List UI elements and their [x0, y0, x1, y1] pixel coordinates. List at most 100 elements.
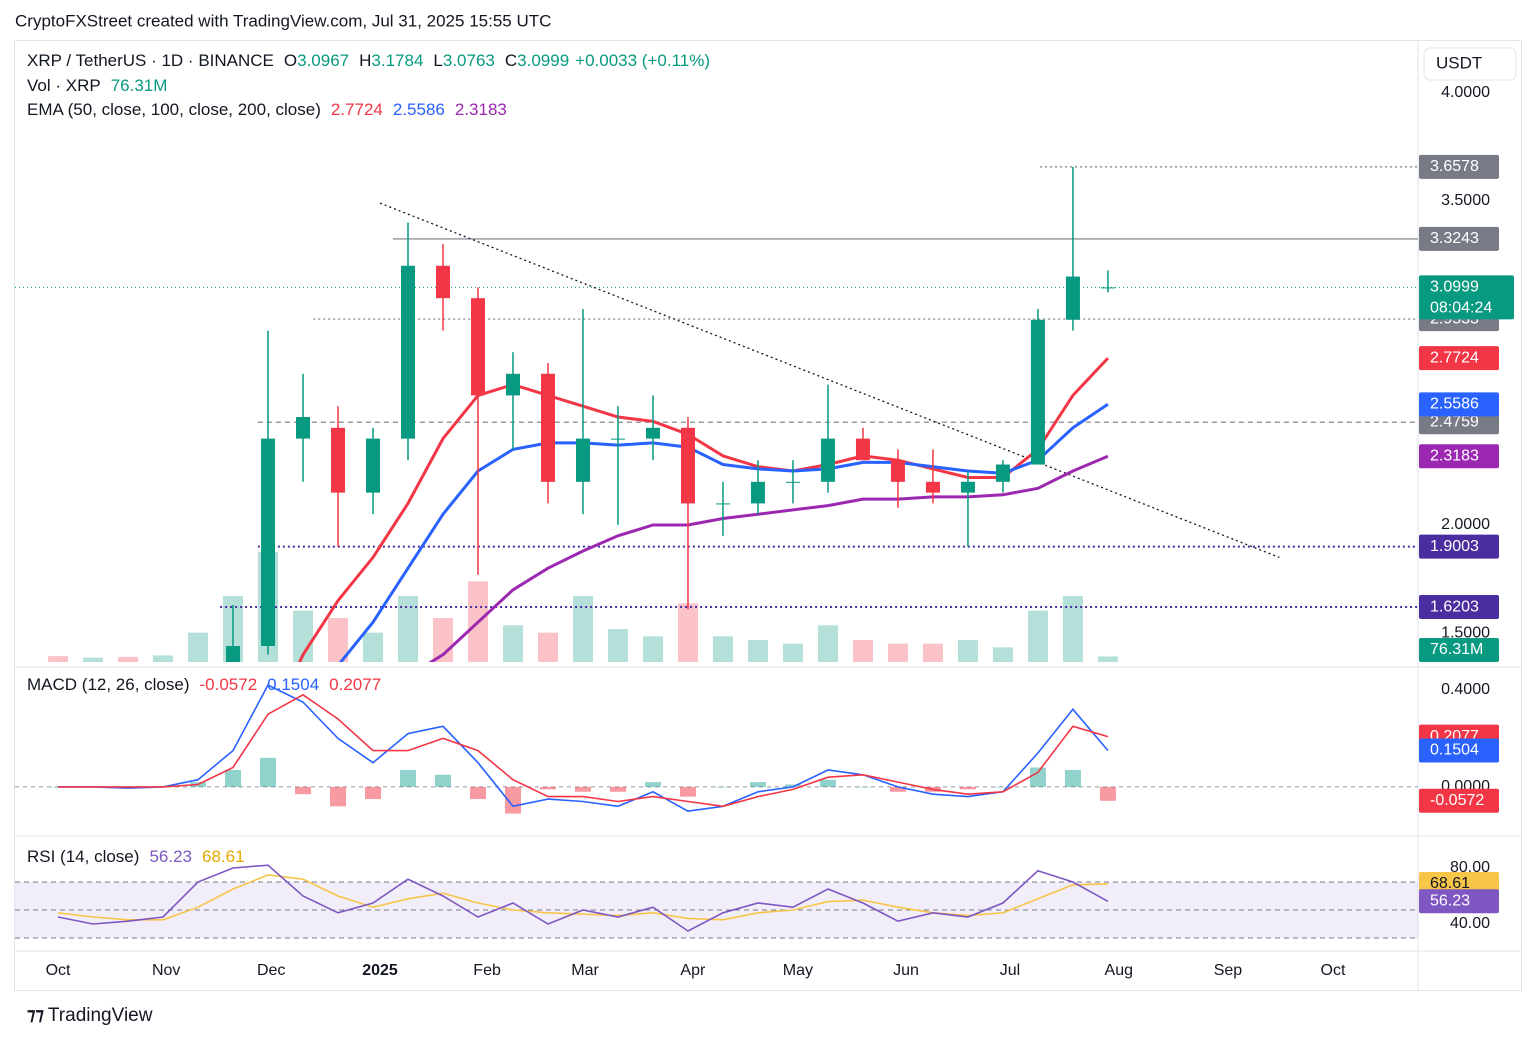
macd-label: MACD (12, 26, close)	[27, 675, 190, 694]
macd-histogram	[1064, 769, 1081, 787]
volume-bar	[712, 636, 733, 662]
currency-button[interactable]	[1423, 47, 1517, 81]
price-badge	[1419, 444, 1499, 469]
volume-bar	[537, 632, 558, 662]
change: +0.0033 (+0.11%)	[575, 51, 710, 70]
high-value: 3.1784	[371, 51, 423, 70]
page-title: CryptoFXStreet created with TradingView.…	[15, 11, 551, 30]
ema100-value: 2.5586	[393, 100, 445, 119]
macd-histogram	[679, 786, 696, 797]
macd-histogram	[504, 786, 521, 814]
volume-bar	[188, 632, 209, 662]
candle-body	[750, 481, 765, 504]
currency[interactable]: USDT	[1436, 53, 1482, 72]
candle-body	[121, 840, 135, 844]
candle-body	[540, 373, 555, 482]
price-badge	[1419, 226, 1499, 251]
price-badge-label: 56.23	[1430, 892, 1470, 909]
signal-line	[58, 693, 1109, 808]
volume-bar	[922, 643, 943, 662]
volume-bar	[1097, 656, 1118, 662]
x-tick-label: Dec	[257, 962, 285, 979]
volume-bar	[1062, 596, 1083, 662]
macd-histogram	[400, 769, 417, 787]
pane-plot	[15, 166, 1418, 844]
price-badge-label: 2.4759	[1430, 413, 1479, 430]
o-label: O	[284, 51, 297, 70]
x-tick-label: Oct	[1321, 962, 1346, 979]
price-badge	[1419, 392, 1499, 417]
y-tick-label: 3.5000	[1441, 192, 1490, 209]
l-label: L	[433, 51, 442, 70]
candle-body	[51, 823, 65, 842]
price-badge-label: 3.3243	[1430, 230, 1479, 247]
y-tick-label: 1.5000	[1441, 624, 1490, 641]
logo: ⁊⁊ TradingView	[27, 1005, 153, 1026]
rsi-label: RSI (14, close)	[27, 847, 139, 866]
price-badge	[1419, 889, 1499, 914]
candle-body	[331, 427, 346, 493]
price-badge	[1419, 738, 1499, 763]
macd-histogram	[260, 757, 277, 787]
volume-bar	[153, 655, 174, 662]
volume-bar	[992, 647, 1013, 662]
macd-histogram	[784, 784, 801, 787]
volume-bar	[502, 625, 523, 662]
ema50-value: 2.7724	[331, 100, 383, 119]
candle-body	[191, 763, 205, 841]
price-badge-label: 2.3183	[1430, 447, 1479, 464]
candle-body	[436, 265, 451, 299]
x-tick-label: Aug	[1105, 962, 1133, 979]
candle-body	[226, 646, 241, 662]
volume-bar	[642, 636, 663, 662]
candle-body	[785, 481, 800, 483]
macd-histogram	[749, 782, 766, 787]
x-tick-label: Mar	[571, 962, 599, 979]
hist-value: -0.0572	[200, 675, 258, 694]
candle-body	[1030, 319, 1045, 465]
macd-histogram	[994, 786, 1011, 788]
price-badge-label: 0.1504	[1430, 742, 1479, 759]
candle-body	[925, 481, 940, 493]
volume-bar	[328, 618, 349, 662]
y-tick-label: 4.0000	[1441, 84, 1490, 101]
candle-body	[575, 438, 590, 482]
macd-histogram	[574, 786, 591, 792]
macd-histogram	[1029, 767, 1046, 787]
y-tick-label: 0.4000	[1441, 681, 1490, 698]
candle-body	[820, 438, 835, 482]
price-badge-label: 68.61	[1430, 875, 1470, 892]
macd-histogram	[714, 786, 731, 788]
price-badge-label: 1.6203	[1430, 598, 1479, 615]
volume-bar	[887, 643, 908, 662]
volume-bar	[118, 656, 139, 662]
h-label: H	[359, 51, 371, 70]
volume-bar	[1027, 610, 1048, 662]
volume-bar	[677, 603, 698, 662]
price-badge	[1419, 275, 1514, 320]
price-badge	[1419, 346, 1499, 371]
logo-mark: ⁊⁊	[27, 1005, 44, 1024]
low-value: 3.0763	[443, 51, 495, 70]
candle-body	[645, 427, 660, 439]
macd-histogram	[959, 786, 976, 790]
volume-bar	[83, 657, 104, 662]
macd-value: 0.1504	[267, 675, 319, 694]
c-label: C	[505, 51, 517, 70]
macd-header: MACD (12, 26, close) -0.0572 0.1504 0.2077	[27, 675, 381, 694]
candle-body	[366, 438, 381, 493]
candle-body	[86, 840, 100, 842]
candle-body	[261, 438, 276, 647]
price-badge	[1419, 534, 1499, 559]
volume-value: 76.31M	[111, 76, 168, 95]
rsi-band-fill	[15, 882, 1418, 939]
x-tick-label: Feb	[473, 962, 501, 979]
ema200-value: 2.3183	[455, 100, 507, 119]
x-tick-label: May	[783, 962, 813, 979]
macd-histogram	[609, 786, 626, 792]
rsi-header: RSI (14, close) 56.23 68.61	[27, 847, 245, 866]
y-tick-label: 2.0000	[1441, 516, 1490, 533]
macd-histogram	[435, 774, 452, 787]
macd-histogram	[539, 786, 556, 790]
macd-histogram	[330, 786, 347, 807]
